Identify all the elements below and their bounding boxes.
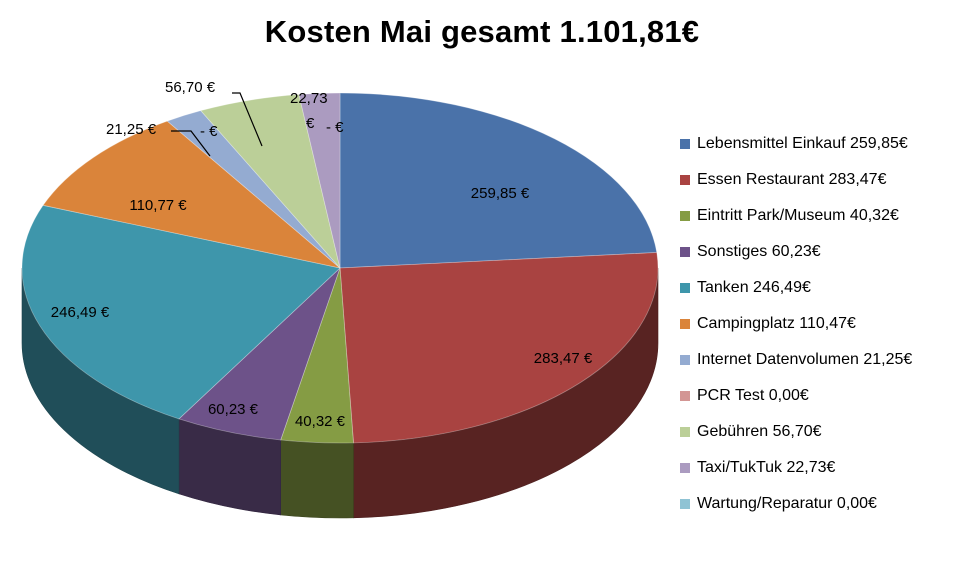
legend-label: Sonstiges 60,23€ [697,243,821,260]
legend-swatch [680,319,690,329]
data-label-sonstiges-60-23: 60,23 € [208,401,259,418]
legend-item-internet-datenvolumen-21-25: Internet Datenvolumen 21,25€ [680,342,964,378]
legend-item-wartung-reparatur-0-00: Wartung/Reparatur 0,00€ [680,486,964,522]
data-label-wartung-reparatur-0-00: - € [326,119,344,136]
legend-label: Gebühren 56,70€ [697,423,822,440]
pie-slice-taxi-tuktuk-22-73 [298,92,341,269]
data-label-campingplatz-110-47: 110,77 € [129,197,187,214]
pie-slice-geb-hren-56-70 [200,94,341,269]
data-label-eintritt-park-museum-40-32: 40,32 € [295,413,346,430]
data-label-lebensmittel-einkauf-259-85: 259,85 € [471,185,530,202]
chart-title: Kosten Mai gesamt 1.101,81€ [264,14,700,49]
legend-item-eintritt-park-museum-40-32: Eintritt Park/Museum 40,32€ [680,198,964,234]
legend-item-lebensmittel-einkauf-259-85: Lebensmittel Einkauf 259,85€ [680,126,964,162]
pie-slice-campingplatz-110-47 [42,120,341,269]
svg-text:56,70 €: 56,70 € [165,79,216,96]
svg-text:- €: - € [326,119,344,136]
pie-side-eintritt-park-museum-40-32 [280,439,354,519]
legend-swatch [680,283,690,293]
legend-label: Campingplatz 110,47€ [697,315,856,332]
legend-swatch [680,391,690,401]
svg-text:€: € [306,115,315,132]
pie-slice-eintritt-park-museum-40-32 [280,267,354,444]
pie-slices [21,92,659,444]
svg-text:22,73: 22,73 [290,90,328,107]
legend: Lebensmittel Einkauf 259,85€ Essen Restau… [680,126,964,522]
legend-swatch [680,139,690,149]
data-label-geb-hren-56-70: 56,70 € [165,79,263,147]
legend-item-taxi-tuktuk-22-73: Taxi/TukTuk 22,73€ [680,450,964,486]
legend-swatch [680,355,690,365]
svg-text:21,25 €: 21,25 € [106,121,157,138]
legend-item-campingplatz-110-47: Campingplatz 110,47€ [680,306,964,342]
data-label-pcr-test-0-00: - € [200,123,218,140]
data-label-essen-restaurant-283-47: 283,47 € [534,350,593,367]
pie-slice-essen-restaurant-283-47 [339,252,659,444]
legend-label: Wartung/Reparatur 0,00€ [697,495,877,512]
legend-swatch [680,175,690,185]
svg-text:- €: - € [200,123,218,140]
legend-label: Lebensmittel Einkauf 259,85€ [697,135,908,152]
legend-swatch [680,211,690,221]
legend-item-pcr-test-0-00: PCR Test 0,00€ [680,378,964,414]
legend-label: Internet Datenvolumen 21,25€ [697,351,913,368]
data-label-internet-datenvolumen-21-25: 21,25 € [106,121,211,157]
legend-label: Essen Restaurant 283,47€ [697,171,887,188]
legend-label: PCR Test 0,00€ [697,387,809,404]
pie-data-labels: 259,85 € 283,47 € 40,32 € 60,23 € 246,49 € 11… [51,79,593,430]
legend-item-tanken-246-49: Tanken 246,49€ [680,270,964,306]
pie-sides [21,267,659,519]
legend-swatch [680,247,690,257]
data-label-taxi-tuktuk-22-73: 22,73 € [290,90,328,132]
legend-swatch [680,463,690,473]
data-label-tanken-246-49: 246,49 € [51,304,110,321]
legend-label: Tanken 246,49€ [697,279,811,296]
legend-item-geb-hren-56-70: Gebühren 56,70€ [680,414,964,450]
legend-item-essen-restaurant-283-47: Essen Restaurant 283,47€ [680,162,964,198]
pie-slice-sonstiges-60-23 [178,267,341,441]
legend-swatch [680,427,690,437]
legend-label: Eintritt Park/Museum 40,32€ [697,207,899,224]
pie-slice-internet-datenvolumen-21-25 [166,110,341,269]
legend-label: Taxi/TukTuk 22,73€ [697,459,836,476]
pie-slice-lebensmittel-einkauf-259-85 [339,92,658,269]
legend-item-sonstiges-60-23: Sonstiges 60,23€ [680,234,964,270]
pie-slice-tanken-246-49 [21,204,341,420]
legend-swatch [680,499,690,509]
